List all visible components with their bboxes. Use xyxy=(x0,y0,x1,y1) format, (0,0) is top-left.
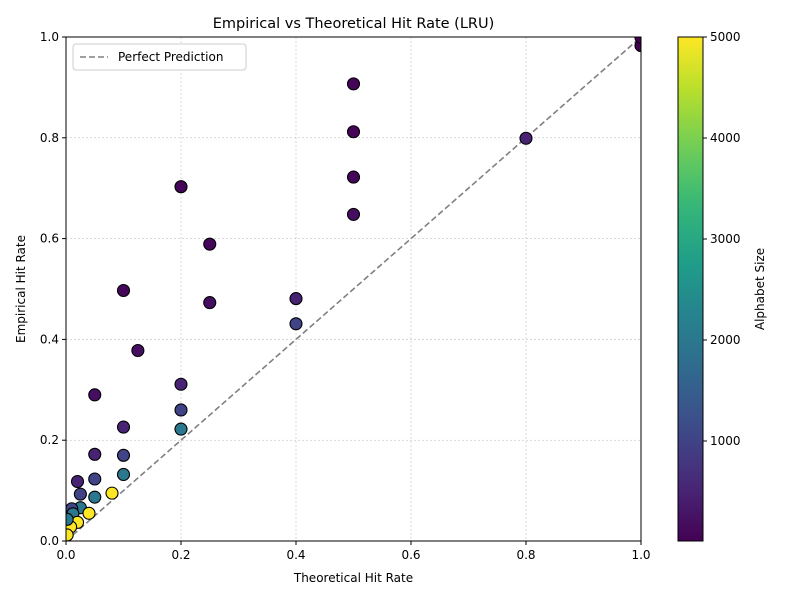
data-point xyxy=(116,467,131,482)
data-point xyxy=(174,422,188,436)
legend-box xyxy=(72,43,247,71)
legend: Perfect Prediction xyxy=(72,43,247,71)
data-point xyxy=(346,207,361,221)
y-tick-label: 0.2 xyxy=(40,433,59,447)
data-point xyxy=(203,237,217,251)
x-axis-label: Theoretical Hit Rate xyxy=(293,571,413,585)
data-point xyxy=(289,317,303,331)
y-axis-label: Empirical Hit Rate xyxy=(14,235,28,343)
data-point xyxy=(174,180,188,194)
x-tick-label: 0.8 xyxy=(516,548,535,562)
y-tick-label: 0.6 xyxy=(40,232,59,246)
legend-entry-perfect-prediction: Perfect Prediction xyxy=(118,50,223,64)
data-point xyxy=(203,296,217,310)
data-point xyxy=(88,447,102,461)
y-tick-label: 0.0 xyxy=(40,534,59,548)
colorbar-tick-label: 4000 xyxy=(710,131,741,145)
reference-line-layer xyxy=(66,37,641,541)
data-point xyxy=(116,448,131,462)
colorbar-tick-label: 3000 xyxy=(710,232,741,246)
perfect-prediction-line xyxy=(66,37,641,541)
colorbar: 1000 2000 3000 4000 5000 Alphabet Size xyxy=(677,30,767,542)
y-tick-label: 0.8 xyxy=(40,131,59,145)
colorbar-gradient xyxy=(678,37,703,541)
x-tick-label: 1.0 xyxy=(631,548,650,562)
y-tick-label: 0.4 xyxy=(40,332,59,346)
data-point xyxy=(66,512,74,526)
x-tick-label: 0.6 xyxy=(401,548,420,562)
colorbar-label: Alphabet Size xyxy=(753,248,767,330)
colorbar-frame xyxy=(677,36,704,542)
data-point xyxy=(174,403,188,417)
data-point xyxy=(116,420,131,434)
data-point xyxy=(88,388,102,402)
chart-title: Empirical vs Theoretical Hit Rate (LRU) xyxy=(213,16,495,32)
plot-frame xyxy=(65,36,642,542)
colorbar-tick-label: 5000 xyxy=(710,30,741,44)
data-point xyxy=(174,377,188,391)
y-axis-ticks: 0.0 0.2 0.4 0.6 0.8 1.0 xyxy=(40,30,66,548)
data-point xyxy=(346,170,361,184)
x-tick-label: 0.0 xyxy=(56,548,75,562)
colorbar-tick-label: 1000 xyxy=(710,434,741,448)
data-point xyxy=(346,77,361,91)
x-tick-label: 0.2 xyxy=(171,548,190,562)
colorbar-ticks: 1000 2000 3000 4000 5000 xyxy=(703,30,741,448)
data-point xyxy=(116,283,131,298)
data-point xyxy=(634,37,641,45)
data-point xyxy=(519,131,533,145)
data-point xyxy=(105,486,119,500)
data-point xyxy=(289,292,303,306)
data-point xyxy=(73,487,87,501)
data-point xyxy=(88,490,102,504)
data-point xyxy=(82,506,96,520)
x-axis-ticks: 0.0 0.2 0.4 0.6 0.8 1.0 xyxy=(56,541,651,562)
points-layer xyxy=(66,37,641,541)
colorbar-tick-label: 2000 xyxy=(710,333,741,347)
data-point xyxy=(131,343,145,358)
data-point xyxy=(346,125,361,139)
y-tick-label: 1.0 xyxy=(40,30,59,44)
data-point xyxy=(70,474,85,489)
x-tick-label: 0.4 xyxy=(286,548,305,562)
data-point xyxy=(88,472,102,486)
